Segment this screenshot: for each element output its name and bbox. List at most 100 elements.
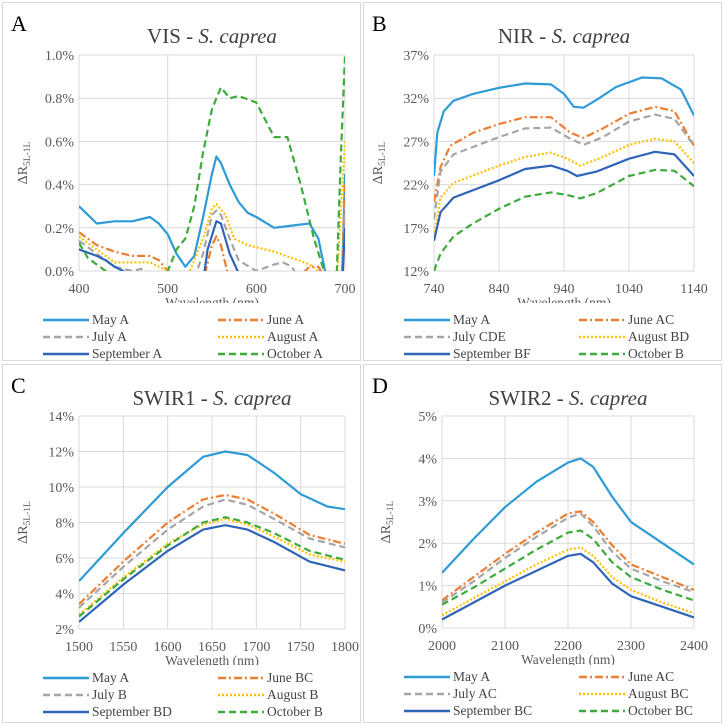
series-line-june bbox=[79, 184, 345, 271]
legend-swatch bbox=[404, 335, 450, 339]
legend-label: September BC bbox=[453, 703, 533, 718]
x-tick-label: 840 bbox=[489, 282, 510, 297]
y-axis-label: ΔR5L-1L bbox=[371, 142, 388, 185]
x-tick-label: 1140 bbox=[680, 282, 707, 297]
y-tick-label: 17% bbox=[403, 222, 429, 237]
plot-area bbox=[79, 450, 345, 623]
legend-label: August A bbox=[267, 329, 319, 344]
legend-swatch bbox=[43, 335, 89, 339]
y-tick-label: 12% bbox=[403, 265, 429, 280]
legend-item: June BC bbox=[218, 669, 313, 687]
x-tick-label: 1650 bbox=[198, 640, 226, 655]
legend-item: October A bbox=[218, 345, 323, 363]
legend-label: October B bbox=[628, 346, 684, 361]
legend-swatch bbox=[579, 352, 625, 356]
legend-item: May A bbox=[43, 669, 129, 687]
legend-item: June AC bbox=[579, 668, 674, 686]
y-tick-label: 4% bbox=[55, 588, 74, 603]
legend-label: August BD bbox=[628, 329, 690, 344]
y-axis-label-subscript: 5L-1L bbox=[23, 142, 33, 166]
legend-item: June A bbox=[218, 311, 304, 329]
legend-swatch bbox=[579, 709, 625, 713]
x-tick-label: 2300 bbox=[617, 639, 645, 654]
chart-panel-d: D SWIR2 - S. caprea 0% 1% 2% 3% 4% 5% 2000 2100 22… bbox=[363, 364, 722, 723]
x-tick-label: 1700 bbox=[242, 640, 270, 655]
legend-swatch bbox=[43, 352, 89, 356]
chart-panel-c: C SWIR1 - S. caprea 2% 4% 6% 8% 10% 12% 14% 1500 1… bbox=[2, 364, 361, 723]
legend-swatch bbox=[404, 692, 450, 696]
y-tick-label: 0.0% bbox=[45, 265, 75, 280]
chart-title-prefix: SWIR2 - bbox=[488, 386, 569, 410]
y-tick-label: 14% bbox=[48, 410, 74, 425]
series-line-may bbox=[79, 450, 345, 582]
legend-item: May A bbox=[404, 311, 490, 329]
y-tick-label: 1.0% bbox=[45, 49, 75, 64]
legend-swatch bbox=[43, 693, 89, 697]
y-tick-label: 0.6% bbox=[45, 135, 75, 150]
legend-label: June AC bbox=[628, 669, 675, 684]
y-axis-label-subscript: 5L-1L bbox=[386, 501, 396, 525]
x-tick-label: 1600 bbox=[154, 640, 182, 655]
x-tick-label: 940 bbox=[554, 282, 575, 297]
y-axis-label-main: ΔR bbox=[16, 165, 31, 184]
chart-title-species: S. caprea bbox=[213, 386, 292, 410]
x-tick-label: 740 bbox=[424, 282, 445, 297]
x-tick-label: 1500 bbox=[65, 640, 93, 655]
legend-label: October BC bbox=[628, 703, 693, 718]
series-line-october bbox=[79, 54, 345, 271]
series-line-august bbox=[442, 546, 694, 617]
plot-area bbox=[442, 457, 694, 621]
legend-item: August A bbox=[218, 328, 318, 346]
legend-swatch bbox=[43, 710, 89, 714]
legend-label: May A bbox=[92, 670, 130, 685]
legend-label: May A bbox=[453, 669, 491, 684]
x-tick-label: 2000 bbox=[428, 639, 456, 654]
chart-title-species: S. caprea bbox=[569, 386, 648, 410]
legend-item: October B bbox=[579, 345, 684, 363]
legend-swatch bbox=[43, 318, 89, 322]
legend-swatch bbox=[579, 692, 625, 696]
series-line-august bbox=[434, 137, 694, 237]
series-line-june bbox=[434, 105, 694, 203]
chart-title: VIS - S. caprea bbox=[147, 24, 277, 48]
legend-label: June BC bbox=[267, 670, 314, 685]
series-line-may bbox=[79, 155, 345, 271]
y-tick-label: 10% bbox=[48, 481, 74, 496]
y-tick-label: 4% bbox=[418, 452, 437, 467]
legend-label: August BC bbox=[628, 686, 689, 701]
chart-title: NIR - S. caprea bbox=[498, 24, 630, 48]
legend-label: August B bbox=[267, 687, 319, 702]
legend-item: October BC bbox=[579, 702, 693, 720]
y-axis-label-main: ΔR bbox=[379, 524, 394, 543]
chart-svg: B NIR - S. caprea 12% 17% 22% 27% 32% 37% 740 840… bbox=[371, 11, 708, 303]
y-tick-label: 1% bbox=[418, 580, 437, 595]
series-line-october bbox=[434, 168, 694, 271]
chart-title: SWIR1 - S. caprea bbox=[132, 386, 291, 410]
legend-label: June A bbox=[267, 312, 305, 327]
y-tick-label: 0.4% bbox=[45, 179, 75, 194]
series-line-july bbox=[79, 498, 345, 609]
legend-swatch bbox=[579, 335, 625, 339]
x-tick-label: 700 bbox=[335, 282, 356, 297]
series-line-july bbox=[434, 113, 694, 220]
x-axis-label: Wavelength (nm) bbox=[517, 295, 611, 303]
legend-label: May A bbox=[92, 312, 130, 327]
plot-area bbox=[79, 54, 345, 271]
legend-item: August BC bbox=[579, 685, 688, 703]
y-tick-label: 2% bbox=[418, 537, 437, 552]
series-line-june bbox=[79, 493, 345, 605]
legend-item: September BF bbox=[404, 345, 531, 363]
legend-label: July A bbox=[92, 329, 127, 344]
chart-title-prefix: SWIR1 - bbox=[132, 386, 213, 410]
y-tick-label: 5% bbox=[418, 410, 437, 425]
x-axis-label: Wavelength (nm) bbox=[521, 652, 615, 665]
legend-swatch bbox=[218, 318, 264, 322]
chart-title-species: S. caprea bbox=[198, 24, 277, 48]
legend-label: June AC bbox=[628, 312, 675, 327]
legend-item: September BD bbox=[43, 703, 172, 721]
chart-title-prefix: VIS - bbox=[147, 24, 198, 48]
legend-swatch bbox=[218, 335, 264, 339]
legend-label: July CDE bbox=[453, 329, 506, 344]
series-line-september bbox=[79, 220, 345, 271]
legend-label: October A bbox=[267, 346, 323, 361]
